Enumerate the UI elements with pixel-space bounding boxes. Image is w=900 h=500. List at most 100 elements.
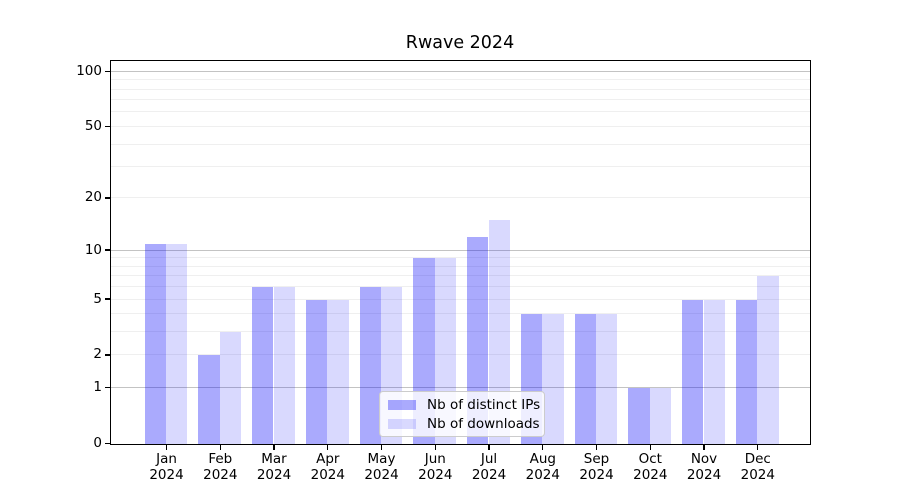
x-tick-year-label: 2024 xyxy=(418,466,453,483)
legend-swatch-distinct-ips xyxy=(388,399,416,410)
minor-gridline xyxy=(111,143,810,145)
minor-gridline xyxy=(111,265,810,267)
x-tick-year-label: 2024 xyxy=(256,466,292,483)
x-tick-mark xyxy=(165,445,168,450)
legend-swatch-downloads xyxy=(388,418,416,429)
x-tick-year-label: 2024 xyxy=(686,466,722,483)
y-tick-label: 100 xyxy=(76,62,102,79)
minor-gridline xyxy=(111,354,810,356)
y-tick-label: 0 xyxy=(93,435,102,451)
y-tick-mark xyxy=(105,386,110,389)
major-gridline xyxy=(111,249,810,251)
y-tick-label: 10 xyxy=(84,241,102,258)
x-tick-label: May 2024 xyxy=(350,451,414,483)
bar-downloads-mar xyxy=(273,287,295,444)
x-tick-mark xyxy=(273,445,275,450)
legend-entry-distinct-ips: Nb of distinct IPs xyxy=(388,395,544,414)
x-tick-year-label: 2024 xyxy=(740,466,775,483)
bar-distinct-ips-apr xyxy=(305,299,328,444)
bar-distinct-ips-mar xyxy=(252,287,274,444)
bar-downloads-aug xyxy=(542,314,564,444)
x-tick-label: Aug 2024 xyxy=(511,451,575,483)
minor-gridline xyxy=(111,111,810,113)
x-tick-year-label: 2024 xyxy=(471,466,507,483)
x-tick-mark xyxy=(327,445,329,450)
y-tick-label: 50 xyxy=(84,117,102,134)
legend-entry-downloads: Nb of downloads xyxy=(388,414,544,433)
x-tick-label: Dec 2024 xyxy=(726,451,790,483)
major-gridline xyxy=(111,70,810,72)
x-tick-mark xyxy=(434,445,436,450)
x-tick-mark xyxy=(649,445,651,450)
legend-label-downloads: Nb of downloads xyxy=(427,415,540,432)
x-tick-label: Feb 2024 xyxy=(188,451,252,483)
legend: Nb of distinct IPs Nb of downloads xyxy=(379,391,545,437)
x-tick-label: Apr 2024 xyxy=(296,451,360,483)
x-tick-label: Oct 2024 xyxy=(618,451,682,483)
bar-distinct-ips-oct xyxy=(628,388,650,444)
y-tick-mark xyxy=(105,70,110,72)
chart-title: Rwave 2024 xyxy=(405,33,515,53)
bar-downloads-oct xyxy=(649,388,672,444)
x-tick-label: Jun 2024 xyxy=(403,451,467,483)
y-tick-label: 1 xyxy=(93,379,102,396)
bar-downloads-jan xyxy=(166,243,188,444)
minor-gridline xyxy=(111,125,810,127)
bar-distinct-ips-dec xyxy=(735,299,758,444)
x-tick-mark xyxy=(703,445,705,450)
x-tick-year-label: 2024 xyxy=(364,466,399,483)
y-tick-mark xyxy=(105,442,110,445)
bar-downloads-nov xyxy=(703,299,725,444)
x-tick-mark xyxy=(380,445,383,450)
x-tick-mark xyxy=(488,445,490,450)
x-tick-label: Sep 2024 xyxy=(565,451,629,483)
x-tick-label: Nov 2024 xyxy=(672,451,736,483)
minor-gridline xyxy=(111,197,810,199)
bar-downloads-sep xyxy=(596,314,618,444)
bar-downloads-apr xyxy=(327,299,349,444)
x-tick-year-label: 2024 xyxy=(149,466,184,483)
x-tick-mark xyxy=(757,445,759,450)
y-tick-mark xyxy=(105,125,110,128)
minor-gridline xyxy=(111,275,810,277)
bar-distinct-ips-may xyxy=(359,287,381,444)
minor-gridline xyxy=(111,257,810,259)
x-tick-year-label: 2024 xyxy=(633,466,668,483)
minor-gridline xyxy=(111,331,810,333)
x-tick-label: Mar 2024 xyxy=(242,451,306,483)
x-tick-year-label: 2024 xyxy=(525,466,560,483)
minor-gridline xyxy=(111,166,810,167)
minor-gridline xyxy=(111,298,810,300)
y-tick-mark xyxy=(105,354,110,356)
plot-area: Nb of distinct IPs Nb of downloads xyxy=(110,60,811,445)
x-tick-year-label: 2024 xyxy=(579,466,614,483)
y-tick-label: 20 xyxy=(84,189,102,206)
minor-gridline xyxy=(111,313,810,315)
bar-downloads-dec xyxy=(757,276,779,444)
bar-distinct-ips-feb xyxy=(198,355,220,444)
y-tick-label: 2 xyxy=(93,346,102,363)
x-tick-mark xyxy=(595,445,598,450)
minor-gridline xyxy=(111,79,810,81)
bar-downloads-jul xyxy=(488,220,510,444)
minor-gridline xyxy=(111,99,810,101)
x-tick-label: Jul 2024 xyxy=(457,451,521,483)
legend-label-distinct-ips: Nb of distinct IPs xyxy=(427,396,541,413)
x-tick-year-label: 2024 xyxy=(310,466,345,483)
x-tick-mark xyxy=(542,445,544,450)
bar-distinct-ips-sep xyxy=(574,314,596,444)
major-gridline xyxy=(111,387,810,389)
x-tick-label: Jan 2024 xyxy=(135,451,199,483)
bar-downloads-feb xyxy=(219,332,242,444)
minor-gridline xyxy=(111,88,810,90)
minor-gridline xyxy=(111,286,810,288)
y-tick-label: 5 xyxy=(93,290,102,307)
x-tick-mark xyxy=(219,445,221,450)
y-tick-mark xyxy=(105,249,110,251)
y-tick-mark xyxy=(105,298,110,300)
y-tick-mark xyxy=(105,197,110,199)
bar-distinct-ips-nov xyxy=(682,299,704,444)
x-tick-year-label: 2024 xyxy=(203,466,238,483)
bar-distinct-ips-jan xyxy=(144,243,166,444)
